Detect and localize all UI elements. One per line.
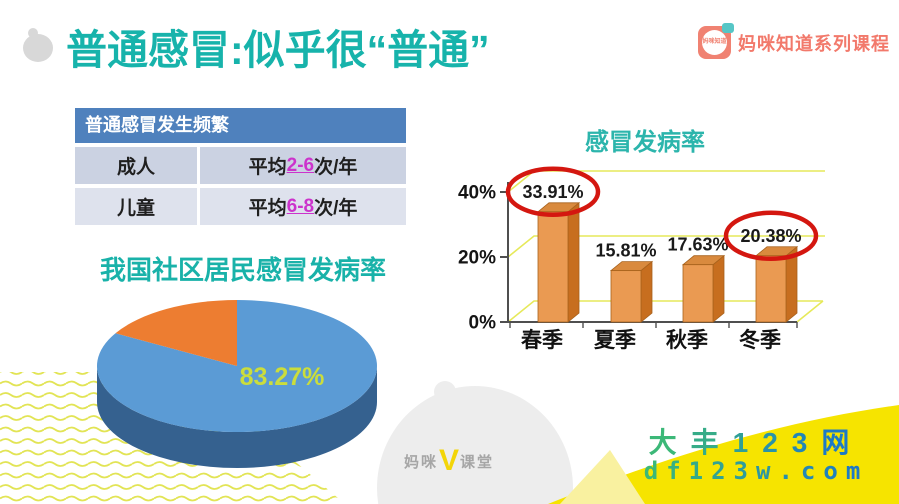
- speech-bubble-icon: [722, 23, 734, 33]
- yellow-swoosh-decoration: [548, 405, 899, 504]
- svg-text:33.91%: 33.91%: [522, 182, 583, 202]
- svg-text:秋季: 秋季: [666, 329, 708, 352]
- value-cell: 平均 2-6 次/年: [200, 147, 406, 184]
- watermark-site-name: 大丰123网: [648, 427, 864, 458]
- mamiv-classroom-logo: 妈咪 V 课堂: [404, 446, 494, 476]
- value-suffix: 次/年: [314, 157, 358, 178]
- logo-text-left: 妈咪: [404, 453, 439, 471]
- svg-text:83.27%: 83.27%: [240, 363, 325, 391]
- value-prefix: 平均: [248, 157, 287, 178]
- frequency-table-header: 普通感冒发生频繁: [75, 108, 406, 143]
- value-prefix: 平均: [248, 198, 287, 219]
- group-cell: 成人: [75, 147, 197, 184]
- value-suffix: 次/年: [314, 198, 358, 219]
- range-highlight: 6-8: [286, 195, 315, 217]
- svg-text:20.38%: 20.38%: [740, 226, 801, 246]
- mamiknow-app-icon: 妈咪知道: [698, 23, 734, 59]
- logo-v-mark: V: [439, 444, 460, 477]
- logo-text-right: 课堂: [460, 453, 495, 471]
- page-title: 普通感冒:似乎很“普通”: [66, 27, 490, 73]
- mascot-silhouette: [377, 381, 573, 504]
- range-highlight: 2-6: [286, 154, 315, 176]
- svg-text:0%: 0%: [469, 313, 497, 334]
- column-divider: [197, 188, 200, 225]
- svg-text:春季: 春季: [521, 328, 563, 352]
- pie-chart-title: 我国社区居民感冒发病率: [99, 255, 386, 285]
- mascot-head-icon: [23, 28, 53, 62]
- table-row: 成人 平均 2-6 次/年: [75, 147, 406, 184]
- svg-text:夏季: 夏季: [594, 329, 636, 352]
- frequency-table: 普通感冒发生频繁 成人 平均 2-6 次/年 儿童 平均 6-8 次/年: [75, 108, 406, 225]
- svg-text:20%: 20%: [458, 248, 496, 269]
- bar-chart: 感冒发病率 0% 20% 40% 33.91% 春季 15.81% 夏季 17.63% 秋季 20…: [458, 128, 825, 352]
- svg-text:40%: 40%: [458, 183, 496, 204]
- brand-label: 妈咪知道系列课程: [738, 33, 890, 54]
- value-cell: 平均 6-8 次/年: [200, 188, 406, 225]
- bar-chart-title: 感冒发病率: [585, 128, 705, 156]
- svg-text:17.63%: 17.63%: [667, 235, 728, 255]
- column-divider: [197, 147, 200, 184]
- group-cell: 儿童: [75, 188, 197, 225]
- pie-chart: 83.27%: [96, 300, 377, 468]
- app-icon-text: 妈咪知道: [702, 30, 727, 55]
- svg-text:冬季: 冬季: [739, 328, 781, 352]
- watermark-url: df123w.com: [643, 457, 869, 485]
- brand-lockup: 妈咪知道 妈咪知道系列课程: [698, 23, 890, 59]
- table-row: 儿童 平均 6-8 次/年: [75, 188, 406, 225]
- svg-text:15.81%: 15.81%: [595, 241, 656, 261]
